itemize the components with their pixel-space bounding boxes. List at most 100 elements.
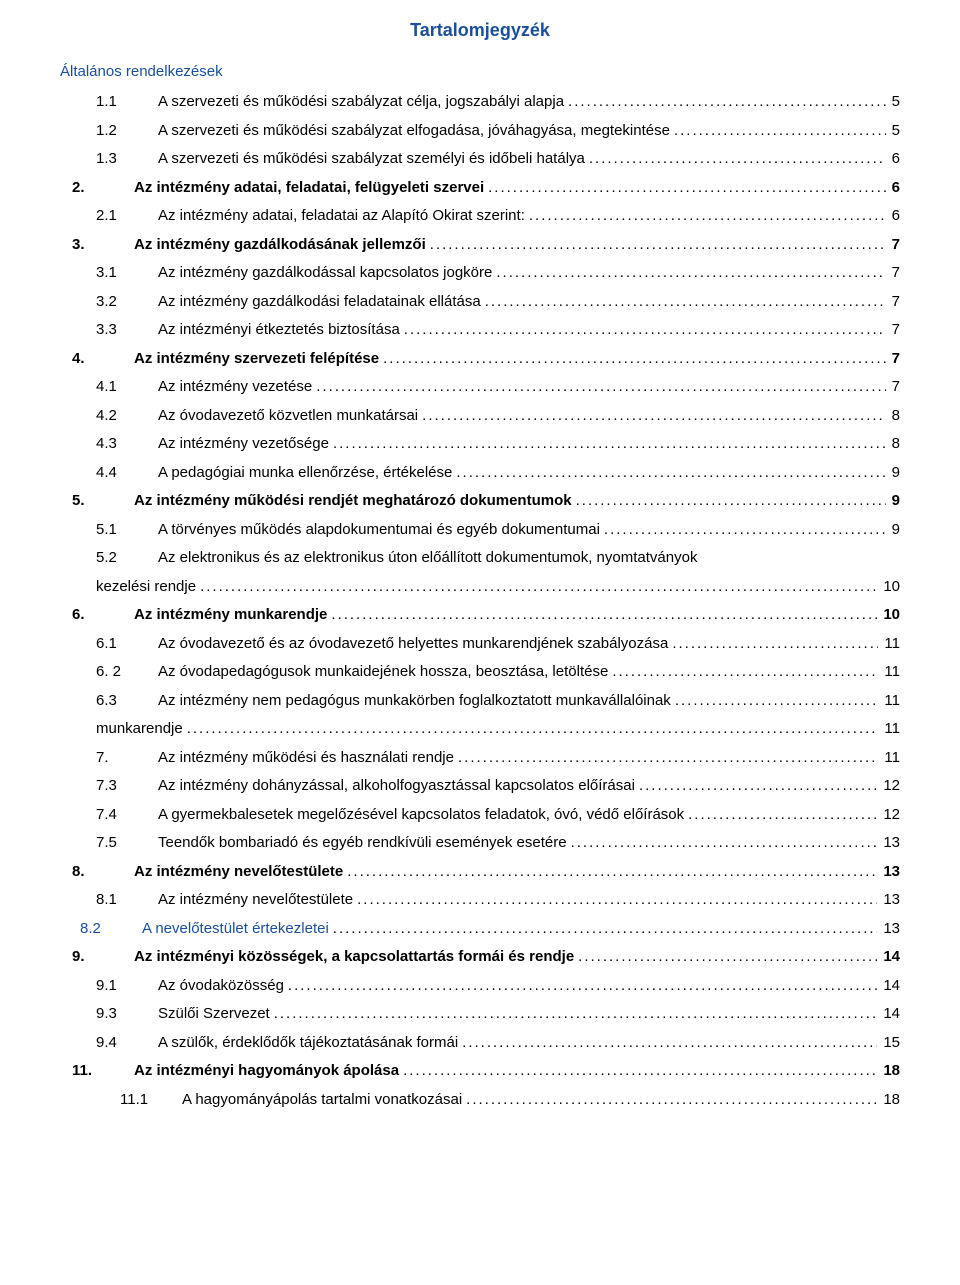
toc-entry: 11.Az intézményi hagyományok ápolása18 bbox=[60, 1057, 900, 1086]
toc-page-number: 9 bbox=[890, 516, 900, 545]
toc-number: 9.3 bbox=[96, 1000, 158, 1029]
toc-number: 8.1 bbox=[96, 886, 158, 915]
toc-number: 5.2 bbox=[96, 544, 158, 573]
toc-entry: 2.Az intézmény adatai, feladatai, felügy… bbox=[60, 174, 900, 203]
toc-leader bbox=[571, 829, 878, 858]
toc-label: Az intézmény nevelőtestülete bbox=[158, 886, 353, 915]
toc-entry: 4.Az intézmény szervezeti felépítése 7 bbox=[60, 345, 900, 374]
toc-page-number: 11 bbox=[882, 658, 900, 687]
section-header: Általános rendelkezések bbox=[60, 63, 900, 80]
toc-label: Az intézmény nem pedagógus munkakörben f… bbox=[158, 687, 671, 716]
toc-entry: 3.Az intézmény gazdálkodásának jellemzői… bbox=[60, 231, 900, 260]
toc-leader bbox=[612, 658, 878, 687]
toc-label: Az intézmény működési és használati rend… bbox=[158, 744, 454, 773]
toc-entry: 6. 2Az óvodapedagógusok munkaidejének ho… bbox=[60, 658, 900, 687]
toc-number: 2. bbox=[72, 174, 134, 203]
toc-number: 9. bbox=[72, 943, 134, 972]
toc-number: 2.1 bbox=[96, 202, 158, 231]
toc-entry: 11.1A hagyományápolás tartalmi vonatkozá… bbox=[60, 1086, 900, 1115]
toc-label: Az intézmény vezetése bbox=[158, 373, 312, 402]
toc-entry: 3.3Az intézményi étkeztetés biztosítása7 bbox=[60, 316, 900, 345]
toc-label: A szervezeti és működési szabályzat szem… bbox=[158, 145, 585, 174]
toc-leader bbox=[404, 316, 886, 345]
toc-page-number: 10 bbox=[881, 573, 900, 602]
toc-number: 1.2 bbox=[96, 117, 158, 146]
toc-label: Az óvodaközösség bbox=[158, 972, 284, 1001]
toc-entry: 7.Az intézmény működési és használati re… bbox=[60, 744, 900, 773]
toc-entry: 9.3Szülői Szervezet14 bbox=[60, 1000, 900, 1029]
table-of-contents: 1.1A szervezeti és működési szabályzat c… bbox=[60, 88, 900, 1114]
toc-page-number: 7 bbox=[890, 288, 900, 317]
toc-page-number: 14 bbox=[881, 972, 900, 1001]
toc-entry: 6.1Az óvodavezető és az óvodavezető hely… bbox=[60, 630, 900, 659]
toc-label: Az intézmény szervezeti felépítése bbox=[134, 345, 379, 374]
toc-number: 3.1 bbox=[96, 259, 158, 288]
toc-entry: 6.3Az intézmény nem pedagógus munkakörbe… bbox=[60, 687, 900, 716]
toc-page-number: 5 bbox=[890, 117, 900, 146]
toc-label: Az intézmény dohányzással, alkoholfogyas… bbox=[158, 772, 635, 801]
toc-label: Teendők bombariadó és egyéb rendkívüli e… bbox=[158, 829, 567, 858]
toc-page-number: 7 bbox=[890, 231, 900, 260]
toc-number: 9.1 bbox=[96, 972, 158, 1001]
toc-entry: 1.2A szervezeti és működési szabályzat e… bbox=[60, 117, 900, 146]
toc-number: 7.5 bbox=[96, 829, 158, 858]
toc-number: 7.3 bbox=[96, 772, 158, 801]
toc-entry: 9.1Az óvodaközösség 14 bbox=[60, 972, 900, 1001]
toc-entry-continuation: kezelési rendje 10 bbox=[60, 573, 900, 602]
toc-label: kezelési rendje bbox=[96, 573, 196, 602]
toc-label: A pedagógiai munka ellenőrzése, értékelé… bbox=[158, 459, 452, 488]
toc-number: 8. bbox=[72, 858, 134, 887]
toc-leader bbox=[200, 573, 877, 602]
toc-label: Az intézmény gazdálkodásának jellemzői bbox=[134, 231, 426, 260]
toc-entry: 5.Az intézmény működési rendjét meghatár… bbox=[60, 487, 900, 516]
toc-leader bbox=[578, 943, 877, 972]
toc-page-number: 18 bbox=[881, 1057, 900, 1086]
toc-page-number: 11 bbox=[882, 744, 900, 773]
toc-number: 4.1 bbox=[96, 373, 158, 402]
toc-leader bbox=[496, 259, 885, 288]
toc-page-number: 10 bbox=[881, 601, 900, 630]
toc-leader bbox=[485, 288, 886, 317]
toc-number: 5. bbox=[72, 487, 134, 516]
toc-label: Az intézmény gazdálkodással kapcsolatos … bbox=[158, 259, 492, 288]
toc-label: Az óvodapedagógusok munkaidejének hossza… bbox=[158, 658, 608, 687]
toc-page-number: 8 bbox=[890, 402, 900, 431]
toc-page-number: 8 bbox=[890, 430, 900, 459]
toc-number: 6. 2 bbox=[96, 658, 158, 687]
toc-number: 4. bbox=[72, 345, 134, 374]
toc-page-number: 15 bbox=[881, 1029, 900, 1058]
toc-leader bbox=[458, 744, 878, 773]
toc-page-number: 13 bbox=[881, 886, 900, 915]
toc-number: 6. bbox=[72, 601, 134, 630]
toc-leader bbox=[383, 345, 886, 374]
toc-leader bbox=[462, 1029, 877, 1058]
toc-page-number: 11 bbox=[882, 630, 900, 659]
toc-leader bbox=[639, 772, 877, 801]
toc-label: Az intézmény adatai, feladatai az Alapít… bbox=[158, 202, 525, 231]
toc-entry: 1.1A szervezeti és működési szabályzat c… bbox=[60, 88, 900, 117]
toc-entry: 4.2Az óvodavezető közvetlen munkatársai8 bbox=[60, 402, 900, 431]
toc-number: 5.1 bbox=[96, 516, 158, 545]
toc-page-number: 13 bbox=[881, 829, 900, 858]
toc-leader bbox=[529, 202, 886, 231]
toc-number: 11. bbox=[72, 1057, 134, 1086]
toc-page-number: 13 bbox=[881, 858, 900, 887]
toc-page-number: 14 bbox=[881, 1000, 900, 1029]
toc-entry: 4.4A pedagógiai munka ellenőrzése, érték… bbox=[60, 459, 900, 488]
toc-number: 7. bbox=[96, 744, 158, 773]
toc-leader bbox=[576, 487, 886, 516]
toc-leader bbox=[331, 601, 877, 630]
toc-page-number: 11 bbox=[882, 715, 900, 744]
toc-number: 1.3 bbox=[96, 145, 158, 174]
toc-leader bbox=[488, 174, 886, 203]
toc-label: A nevelőtestület értekezletei bbox=[142, 915, 329, 944]
page-title: Tartalomjegyzék bbox=[60, 20, 900, 41]
toc-number: 3.3 bbox=[96, 316, 158, 345]
toc-leader bbox=[568, 88, 886, 117]
toc-page-number: 7 bbox=[890, 259, 900, 288]
toc-page-number: 14 bbox=[881, 943, 900, 972]
toc-entry: 5.1A törvényes működés alapdokumentumai … bbox=[60, 516, 900, 545]
toc-leader bbox=[604, 516, 886, 545]
toc-page-number: 7 bbox=[890, 345, 900, 374]
toc-leader bbox=[674, 117, 886, 146]
